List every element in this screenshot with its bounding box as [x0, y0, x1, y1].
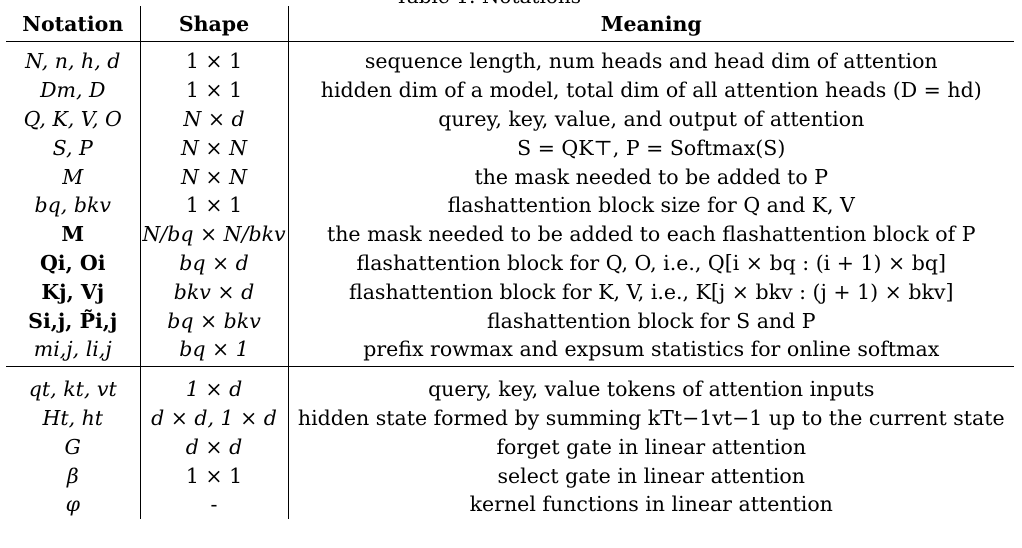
- cell-notation: G: [64, 434, 81, 459]
- cell-shape: 1 × 1: [139, 461, 288, 490]
- table-row: mi,j, li,j bq × 1 prefix rowmax and exps…: [6, 334, 1014, 367]
- table-row: Dm, D 1 × 1 hidden dim of a model, total…: [6, 75, 1014, 105]
- cell-notation: β: [66, 463, 79, 488]
- table-row: N, n, h, d 1 × 1 sequence length, num he…: [6, 41, 1014, 76]
- cell-meaning: the mask needed to be added to each flas…: [287, 219, 1014, 249]
- table-caption: Table 1: Notations: [395, 0, 625, 5]
- cell-notation: Kj, Vj: [41, 279, 105, 304]
- header-meaning: Meaning: [287, 6, 1014, 42]
- table-row: bq, bkv 1 × 1 flashattention block size …: [6, 190, 1014, 220]
- table-row: Ht, ht d × d, 1 × d hidden state formed …: [6, 403, 1014, 433]
- cell-notation: N, n, h, d: [25, 49, 121, 74]
- table-row: Qi, Oi bq × d flashattention block for Q…: [6, 248, 1014, 278]
- cell-notation: Dm, D: [40, 78, 106, 103]
- cell-notation: M: [62, 164, 84, 189]
- cell-notation: bq, bkv: [34, 193, 111, 218]
- cell-meaning: select gate in linear attention: [287, 461, 1014, 490]
- table-row: M N × N the mask needed to be added to P: [6, 162, 1014, 191]
- table-row: β 1 × 1 select gate in linear attention: [6, 461, 1014, 490]
- cell-shape: 1 × 1: [139, 41, 288, 76]
- header-notation: Notation: [22, 11, 124, 36]
- cell-shape: 1 × d: [139, 366, 288, 404]
- cell-meaning: S = QK⊤, P = Softmax(S): [287, 133, 1014, 163]
- cell-shape: bq × bkv: [139, 306, 288, 335]
- cell-meaning: hidden state formed by summing kTt−1vt−1…: [287, 403, 1014, 433]
- cell-shape: d × d: [139, 432, 288, 462]
- cell-notation: Q, K, V, O: [23, 106, 122, 131]
- notation-table: Notation Shape Meaning N, n, h, d 1 × 1 …: [6, 6, 1014, 519]
- cell-notation: Qi, Oi: [39, 250, 106, 275]
- cell-meaning: sequence length, num heads and head dim …: [287, 41, 1014, 76]
- cell-meaning: flashattention block size for Q and K, V: [287, 190, 1014, 220]
- cell-meaning: kernel functions in linear attention: [287, 489, 1014, 519]
- cell-shape: N × N: [139, 162, 288, 191]
- cell-shape: bkv × d: [139, 277, 288, 307]
- cell-meaning: flashattention block for K, V, i.e., K[j…: [287, 277, 1014, 307]
- table-row: Si,j, P̃i,j bq × bkv flashattention bloc…: [6, 306, 1014, 335]
- cell-meaning: the mask needed to be added to P: [287, 162, 1014, 191]
- table-row: Kj, Vj bkv × d flashattention block for …: [6, 277, 1014, 307]
- cell-meaning: hidden dim of a model, total dim of all …: [287, 75, 1014, 105]
- cell-shape: N × d: [139, 104, 288, 134]
- table-row: Q, K, V, O N × d qurey, key, value, and …: [6, 104, 1014, 134]
- cell-notation: mi,j, li,j: [6, 334, 140, 367]
- header-row: Notation Shape Meaning: [6, 6, 1014, 42]
- table-row: M N/bq × N/bkv the mask needed to be add…: [6, 219, 1014, 249]
- cell-notation: M: [61, 222, 85, 247]
- table-row: qt, kt, vt 1 × d query, key, value token…: [6, 366, 1014, 404]
- cell-notation: qt, kt, vt: [28, 377, 117, 402]
- cell-meaning: forget gate in linear attention: [287, 432, 1014, 462]
- cell-shape: d × d, 1 × d: [139, 403, 288, 433]
- cell-meaning: query, key, value tokens of attention in…: [287, 366, 1014, 404]
- cell-notation: Si,j, P̃i,j: [28, 308, 118, 333]
- cell-shape: N × N: [139, 133, 288, 163]
- table-row: S, P N × N S = QK⊤, P = Softmax(S): [6, 133, 1014, 163]
- cell-shape: -: [139, 489, 288, 519]
- cell-shape: 1 × 1: [139, 190, 288, 220]
- cell-meaning: flashattention block for S and P: [287, 306, 1014, 335]
- cell-shape: N/bq × N/bkv: [139, 219, 288, 249]
- table-row: φ - kernel functions in linear attention: [6, 489, 1014, 519]
- cell-meaning: qurey, key, value, and output of attenti…: [287, 104, 1014, 134]
- cell-meaning: prefix rowmax and expsum statistics for …: [287, 334, 1014, 367]
- header-shape: Shape: [139, 6, 288, 42]
- cell-shape: bq × d: [139, 248, 288, 278]
- cell-notation: S, P: [52, 135, 93, 160]
- cell-shape: bq × 1: [139, 334, 288, 367]
- cell-notation: Ht, ht: [42, 405, 104, 430]
- table-row: G d × d forget gate in linear attention: [6, 432, 1014, 462]
- cell-notation: φ: [65, 492, 80, 517]
- cell-meaning: flashattention block for Q, O, i.e., Q[i…: [287, 248, 1014, 278]
- cell-shape: 1 × 1: [139, 75, 288, 105]
